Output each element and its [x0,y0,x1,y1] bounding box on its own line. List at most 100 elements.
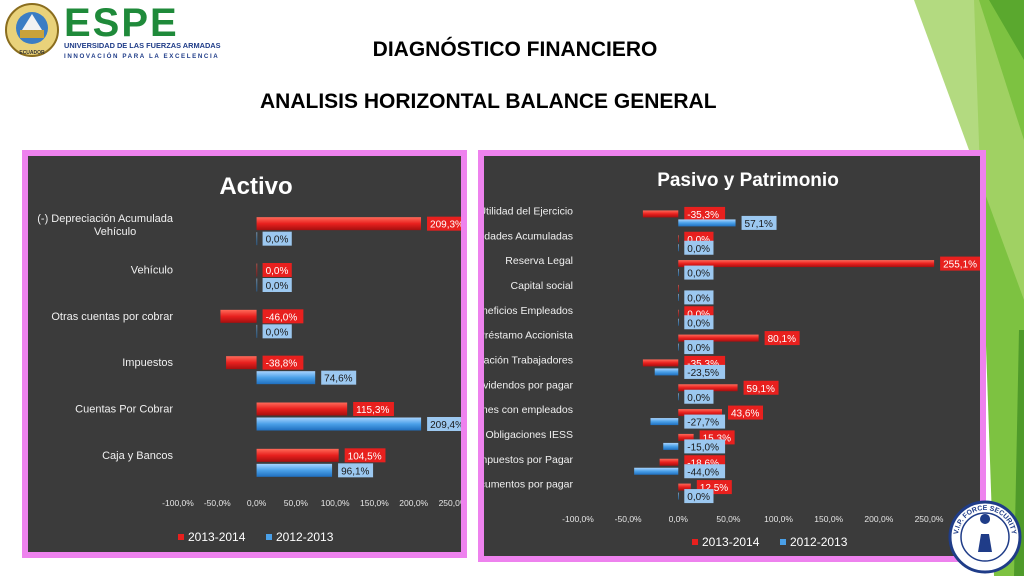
bar-2012-2013 [256,371,316,385]
data-label: -18,6% [687,458,719,469]
x-tick-label: 50,0% [284,498,309,508]
category-label: Cuentas y Documentos por pagar [484,479,573,491]
data-label: -23,5% [687,368,719,379]
data-label-box [684,340,714,355]
bar-2013-2014 [678,309,679,317]
data-label-box [262,309,304,324]
data-label-box [684,240,714,255]
data-label: 0,0% [687,343,710,354]
bar-2013-2014 [678,235,679,243]
bar-2012-2013 [256,278,258,292]
category-label: (-) Depreciación Acumulada [37,213,174,225]
data-label: -46,0% [266,312,298,323]
data-label-box [262,263,292,277]
x-tick-label: 0,0% [669,514,689,524]
data-label-box [321,370,357,385]
data-label: -35,3% [687,359,719,370]
x-tick-label: 150,0% [814,514,843,524]
bar-2012-2013 [678,393,679,401]
category-label: Participación Trabajadores [484,354,573,366]
x-tick-label: -50,0% [615,514,642,524]
legend-swatch [692,539,698,545]
logo-text: ESPE [64,1,179,45]
data-label-box [741,215,777,230]
data-label-box [684,414,726,429]
category-label: Reserva Legal [505,255,573,267]
pasivo-chart: Pasivo y Patrimonio -100,0% -50,0% 0,0% 50,0… [413,170,981,549]
category-label: Capital social [511,280,573,292]
category-label: Préstamo Accionista [484,330,573,342]
data-label-box [940,256,981,271]
chart-title: Pasivo y Patrimonio [657,170,839,191]
data-label: 0,0% [266,327,289,338]
data-label-box [684,489,714,504]
bar-2012-2013 [256,463,333,477]
category-label: Vehículo [131,265,173,277]
x-tick-label: 50,0% [716,514,741,524]
page-title: DIAGNÓSTICO FINANCIERO [372,38,658,61]
data-label: -44,0% [687,467,719,478]
data-label-box [262,324,292,339]
data-label-box [684,464,726,479]
category-label: Utilidades Acumuladas [484,230,573,242]
bar-2013-2014 [220,309,257,323]
bar-2012-2013 [678,219,736,227]
data-label: 0,0% [687,318,710,329]
logo-motto: INNOVACIÓN PARA LA EXCELENCIA [64,52,219,60]
legend-label: 2012-2013 [790,535,848,549]
chart-title: Activo [219,173,292,200]
bar-2012-2013 [678,244,679,252]
activo-chart: Activo -100,0% -50,0% 0,0% 50,0% 100,0% 150,0%… [37,173,468,544]
data-label-box [427,417,468,431]
data-label: -15,0% [687,442,719,453]
data-label-box [262,355,304,370]
bar-2013-2014 [642,210,679,218]
data-label: 80,1% [768,334,796,345]
bar-2013-2014 [678,409,723,417]
bar-2012-2013 [678,293,679,301]
data-label: 255,1% [943,260,977,271]
legend-swatch [780,539,786,545]
data-label: 0,0% [687,244,710,255]
data-label: 0,0% [687,393,710,404]
bar-2012-2013 [678,343,679,351]
logo-subtitle: UNIVERSIDAD DE LAS FUERZAS ARMADAS [64,41,221,50]
data-label: 0,0% [266,235,289,246]
data-label: 59,1% [747,384,775,395]
data-label: 209,3% [430,220,461,231]
data-label: 43,6% [731,409,759,420]
data-label: 104,5% [348,451,382,462]
data-label-box [684,364,726,379]
category-label: Otras cuentas por cobrar [51,311,173,323]
bar-2013-2014 [678,334,759,342]
bar-2012-2013 [678,318,679,326]
bar-2012-2013 [256,232,258,246]
x-tick-label: -50,0% [204,498,231,508]
bar-2013-2014 [256,263,258,277]
bar-2013-2014 [256,402,348,416]
x-tick-label: -100,0% [162,498,194,508]
data-label-box [684,315,714,330]
data-label: 209,4% [430,420,461,431]
data-label: -35,3% [687,210,719,221]
category-label: Vehículo [94,226,136,238]
bar-2012-2013 [678,269,679,277]
data-label-box [684,389,714,404]
data-label: 57,1% [745,219,773,230]
data-label: 12,5% [700,483,728,494]
data-label: 0,0% [687,492,710,503]
bar-2013-2014 [678,260,935,268]
legend-swatch [178,534,184,540]
bar-2013-2014 [678,284,679,292]
category-label: Dividendos por pagar [484,379,574,391]
bar-2013-2014 [659,458,679,466]
data-label: 0,0% [687,269,710,280]
x-tick-label: -100,0% [562,514,594,524]
espe-logo: ECUADOR ESPE UNIVERSIDAD DE LAS FUERZAS … [2,0,226,64]
category-label: Impuestos [122,357,173,369]
legend-label: 2013-2014 [702,535,760,549]
data-label: 0,0% [266,281,289,292]
data-label-box [684,206,726,221]
bar-2013-2014 [678,433,694,441]
category-label: Obligaciones IESS [485,429,573,441]
